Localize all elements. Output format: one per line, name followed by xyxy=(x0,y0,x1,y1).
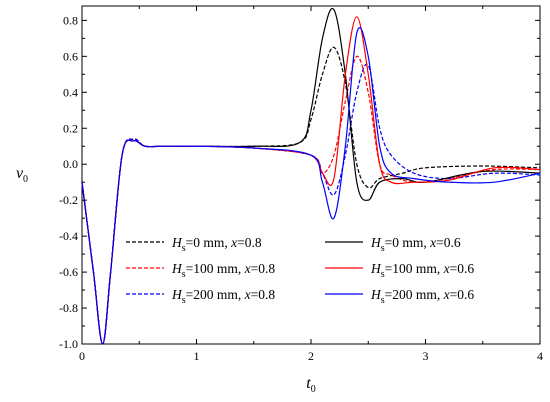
x-tick-label: 2 xyxy=(308,349,314,363)
x-axis-title: t0 xyxy=(306,375,315,395)
x-axis-title-subscript: 0 xyxy=(311,384,316,395)
y-tick-label: 0.6 xyxy=(63,49,78,63)
ticks-layer: 0 1 2 3 4 -1.0 -0.8 -0.6 -0.4 -0.2 0.0 0.2 0.4 0.6 0.8 xyxy=(59,6,543,363)
y-tick-label: 0.0 xyxy=(63,157,78,171)
y-tick-label: 0.2 xyxy=(63,121,78,135)
series-line-1 xyxy=(81,46,541,345)
legend-label: Hs=200 mm, x=0.6 xyxy=(370,287,474,306)
legend-label: Hs=0 mm, x=0.6 xyxy=(370,235,461,254)
y-tick-label: 0.8 xyxy=(63,13,78,27)
y-tick-label: -0.2 xyxy=(59,193,78,207)
legend-label: Hs=100 mm, x=0.6 xyxy=(370,261,474,280)
legend-label: Hs=0 mm, x=0.8 xyxy=(171,235,262,254)
legend-label: Hs=100 mm, x=0.8 xyxy=(171,261,275,280)
legend-label: Hs=200 mm, x=0.8 xyxy=(171,287,275,306)
x-tick-label: 1 xyxy=(194,349,200,363)
legend: Hs=0 mm, x=0.8 Hs=100 mm, x=0.8 Hs=200 mm,… xyxy=(126,235,474,306)
y-tick-label: -0.8 xyxy=(59,301,78,315)
series-line-3 xyxy=(81,63,541,345)
y-tick-label: 0.4 xyxy=(63,85,78,99)
y-axis-title-subscript: 0 xyxy=(23,174,28,185)
x-tick-label: 3 xyxy=(423,349,429,363)
y-tick-label: -1.0 xyxy=(59,337,78,351)
series-line-6 xyxy=(81,27,541,345)
series-layer xyxy=(81,7,541,345)
y-tick-label: -0.4 xyxy=(59,229,78,243)
x-tick-label: 0 xyxy=(79,349,85,363)
y-axis-title: v0 xyxy=(16,165,28,185)
y-tick-label: -0.6 xyxy=(59,265,78,279)
x-tick-label: 4 xyxy=(537,349,543,363)
